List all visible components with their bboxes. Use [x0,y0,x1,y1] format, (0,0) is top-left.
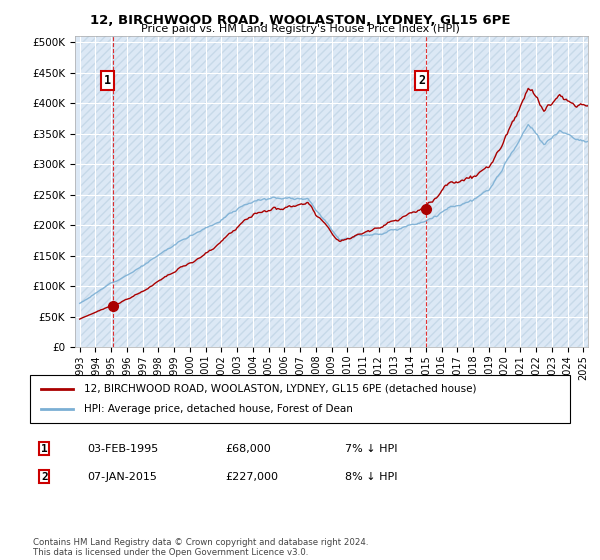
Text: 2: 2 [418,74,425,87]
Text: 07-JAN-2015: 07-JAN-2015 [87,472,157,482]
Text: 12, BIRCHWOOD ROAD, WOOLASTON, LYDNEY, GL15 6PE: 12, BIRCHWOOD ROAD, WOOLASTON, LYDNEY, G… [90,14,510,27]
Text: £227,000: £227,000 [225,472,278,482]
Text: £68,000: £68,000 [225,444,271,454]
FancyBboxPatch shape [30,375,570,423]
Text: HPI: Average price, detached house, Forest of Dean: HPI: Average price, detached house, Fore… [84,404,353,414]
Text: Contains HM Land Registry data © Crown copyright and database right 2024.
This d: Contains HM Land Registry data © Crown c… [33,538,368,557]
Text: 1: 1 [41,444,48,454]
Text: 03-FEB-1995: 03-FEB-1995 [87,444,158,454]
Text: 7% ↓ HPI: 7% ↓ HPI [345,444,398,454]
Text: 8% ↓ HPI: 8% ↓ HPI [345,472,398,482]
Text: 12, BIRCHWOOD ROAD, WOOLASTON, LYDNEY, GL15 6PE (detached house): 12, BIRCHWOOD ROAD, WOOLASTON, LYDNEY, G… [84,384,476,394]
Text: Price paid vs. HM Land Registry's House Price Index (HPI): Price paid vs. HM Land Registry's House … [140,24,460,34]
Text: 1: 1 [104,74,112,87]
Text: 2: 2 [41,472,48,482]
